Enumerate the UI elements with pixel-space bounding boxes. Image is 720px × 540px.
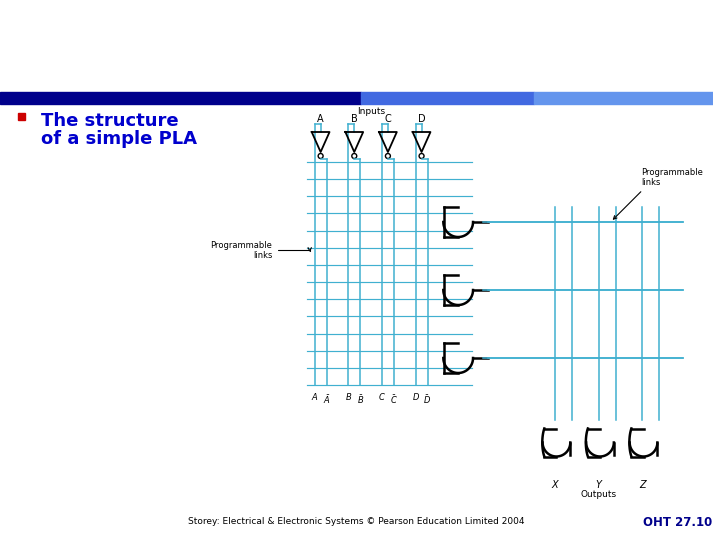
Text: B: B [351, 114, 358, 124]
Text: B: B [346, 393, 351, 402]
Text: of a simple PLA: of a simple PLA [40, 130, 197, 148]
Bar [0, 92, 361, 104]
Text: The structure: The structure [40, 112, 178, 130]
Text: Storey: Electrical & Electronic Systems © Pearson Education Limited 2004: Storey: Electrical & Electronic Systems … [188, 517, 524, 526]
Text: $\bar{B}$: $\bar{B}$ [356, 393, 364, 406]
Text: Programmable
links: Programmable links [613, 167, 703, 219]
Bar [534, 92, 713, 104]
Text: X: X [552, 480, 559, 490]
Text: D: D [413, 393, 419, 402]
Text: Y: Y [595, 480, 602, 490]
Text: A: A [318, 114, 324, 124]
Bar [18, 113, 24, 120]
Text: Z: Z [639, 480, 646, 490]
Bar [361, 92, 534, 104]
Text: Programmable
links: Programmable links [210, 241, 312, 260]
Text: $\bar{D}$: $\bar{D}$ [423, 393, 431, 406]
Text: $\bar{C}$: $\bar{C}$ [390, 393, 397, 406]
Text: OHT 27.10: OHT 27.10 [643, 516, 713, 529]
Text: Outputs: Outputs [580, 490, 617, 499]
Text: C: C [379, 393, 385, 402]
Text: C: C [384, 114, 391, 124]
Text: $\bar{A}$: $\bar{A}$ [323, 393, 330, 406]
Text: D: D [418, 114, 426, 124]
Text: Inputs: Inputs [357, 107, 385, 116]
Text: A: A [312, 393, 318, 402]
